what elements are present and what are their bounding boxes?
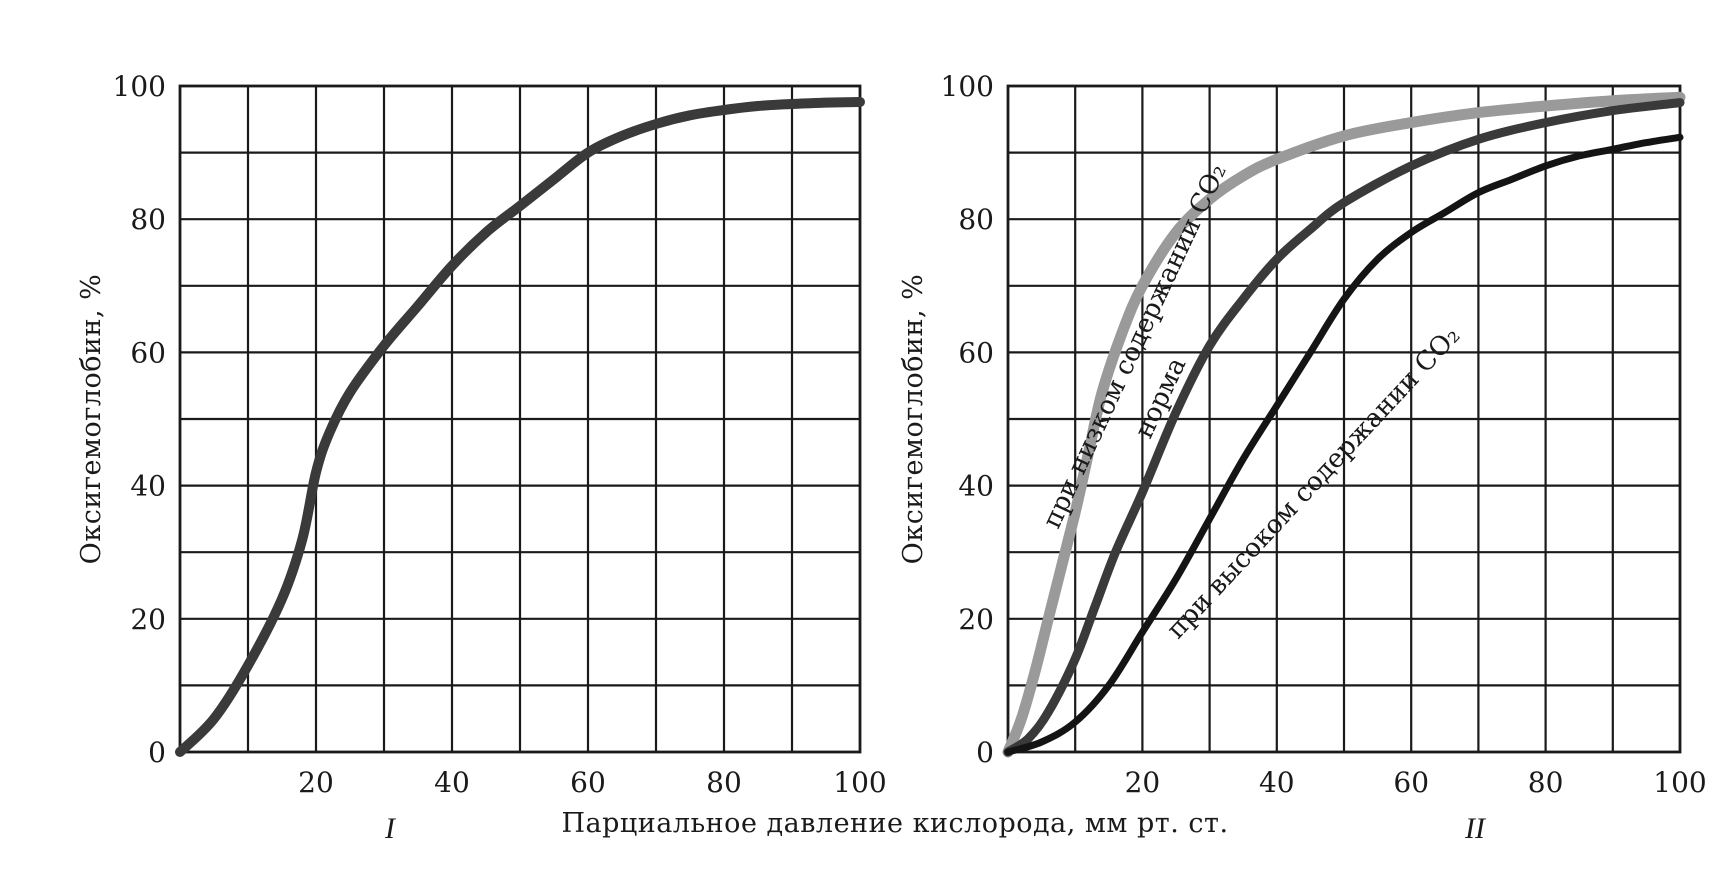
x-axis-label: Парциальное давление кислорода, мм рт. с… bbox=[561, 808, 1228, 839]
x-tick-label: 60 bbox=[1393, 766, 1429, 799]
y-tick-label: 0 bbox=[148, 736, 166, 769]
y-axis-ticks: 0 20 40 60 80 100 bbox=[113, 70, 166, 769]
y-tick-label: 100 bbox=[941, 70, 994, 103]
chart-panel-ii: 0 20 40 60 80 100 20 40 60 80 100 Оксигемоглобин, % bbox=[898, 70, 1707, 799]
x-axis-ticks: 20 40 60 80 100 bbox=[298, 766, 887, 799]
chart-panel-i: 0 20 40 60 80 100 20 40 60 80 100 Оксигемоглобин, % bbox=[76, 70, 887, 799]
series-label-high-co2: при высоком содержании CO₂ bbox=[1161, 321, 1466, 645]
x-tick-label: 40 bbox=[434, 766, 470, 799]
curve bbox=[175, 97, 865, 757]
y-axis-label: Оксигемоглобин, % bbox=[76, 274, 107, 565]
x-tick-label: 100 bbox=[1653, 766, 1706, 799]
y-tick-label: 60 bbox=[130, 336, 166, 369]
y-tick-label: 0 bbox=[976, 736, 994, 769]
y-tick-label: 20 bbox=[958, 603, 994, 636]
y-tick-label: 100 bbox=[113, 70, 166, 103]
panel-label-i: I bbox=[384, 812, 397, 845]
grid bbox=[180, 86, 860, 752]
x-tick-label: 20 bbox=[298, 766, 334, 799]
x-tick-label: 80 bbox=[1528, 766, 1564, 799]
curve-norm bbox=[1003, 98, 1685, 757]
y-tick-label: 80 bbox=[958, 203, 994, 236]
y-tick-label: 40 bbox=[130, 470, 166, 503]
plot-frame bbox=[178, 84, 862, 754]
curve-low-co2 bbox=[1002, 91, 1686, 758]
panel-label-ii: II bbox=[1464, 812, 1487, 845]
x-tick-label: 60 bbox=[570, 766, 606, 799]
x-tick-label: 40 bbox=[1259, 766, 1295, 799]
x-tick-label: 20 bbox=[1125, 766, 1161, 799]
curve-high-co2 bbox=[1004, 133, 1684, 756]
y-tick-label: 20 bbox=[130, 603, 166, 636]
y-tick-label: 80 bbox=[130, 203, 166, 236]
x-axis-ticks: 20 40 60 80 100 bbox=[1125, 766, 1707, 799]
y-tick-label: 40 bbox=[958, 470, 994, 503]
y-axis-label: Оксигемоглобин, % bbox=[898, 274, 929, 565]
series-label-low-co2: при низком содержании CO₂ bbox=[1037, 159, 1233, 533]
y-tick-label: 60 bbox=[958, 336, 994, 369]
x-tick-label: 100 bbox=[833, 766, 886, 799]
y-axis-ticks: 0 20 40 60 80 100 bbox=[941, 70, 994, 769]
plot-frame bbox=[1006, 84, 1682, 754]
x-tick-label: 80 bbox=[706, 766, 742, 799]
